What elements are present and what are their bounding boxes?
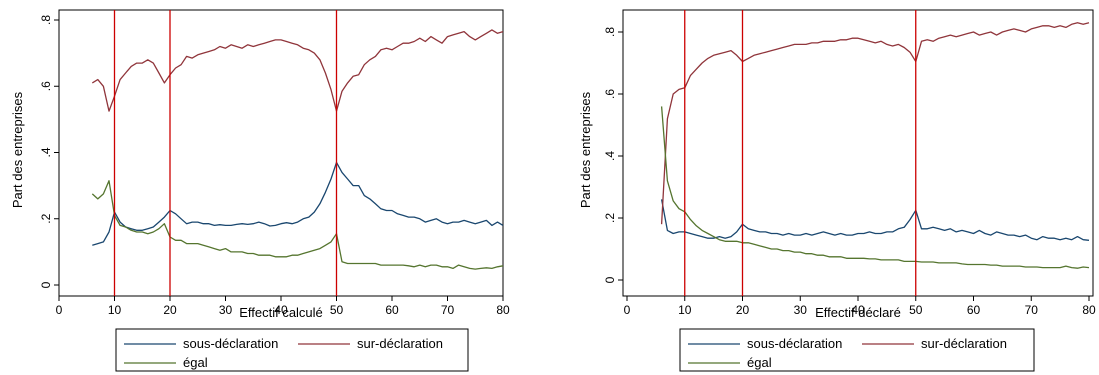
x-tick-label: 0: [56, 303, 63, 317]
x-tick-label: 40: [274, 303, 288, 317]
x-tick-label: 20: [736, 303, 750, 317]
x-tick-label: 80: [1082, 303, 1096, 317]
legend: sous-déclaration sur-déclaration égal: [679, 328, 1035, 372]
series-line-sur: [660, 22, 1090, 225]
y-tick-label: .2: [39, 213, 53, 223]
x-tick-label: 60: [385, 303, 399, 317]
x-tick-label: 40: [851, 303, 865, 317]
x-tick-label: 30: [219, 303, 233, 317]
chart-left: Effectif calculé Part des entreprises 0 1…: [10, 9, 510, 372]
x-tick-label: 80: [496, 303, 510, 317]
y-tick-label: .4: [603, 151, 617, 161]
x-tick-label: 10: [678, 303, 692, 317]
x-tick-label: 50: [909, 303, 923, 317]
x-axis-title: Effectif déclaré: [815, 305, 901, 320]
y-axis-title: Part des entreprises: [578, 91, 593, 208]
y-tick-label: 0: [39, 281, 53, 288]
chart-right: Effectif déclaré Part des entreprises 0 1…: [578, 9, 1096, 372]
x-tick-label: 70: [441, 303, 455, 317]
legend: sous-déclaration sur-déclaration égal: [115, 328, 469, 372]
x-tick-label: 20: [163, 303, 177, 317]
legend-label-sur: sur-déclaration: [357, 336, 443, 351]
series-line-sur: [91, 29, 504, 112]
series-line-sous: [92, 161, 504, 246]
series-line-egal: [91, 180, 504, 270]
series-line-egal: [660, 106, 1090, 269]
y-tick-label: .8: [39, 15, 53, 25]
x-tick-label: 70: [1025, 303, 1039, 317]
x-tick-label: 60: [967, 303, 981, 317]
x-tick-label: 10: [108, 303, 122, 317]
y-tick-label: .2: [603, 213, 617, 223]
y-axis-title: Part des entreprises: [10, 91, 25, 208]
x-tick-label: 50: [330, 303, 344, 317]
x-tick-label: 30: [794, 303, 808, 317]
x-axis-title: Effectif calculé: [239, 305, 323, 320]
legend-box: [679, 328, 1035, 372]
y-tick-label: .4: [39, 147, 53, 157]
legend-box: [115, 328, 469, 372]
legend-label-egal: égal: [747, 355, 772, 370]
y-tick-label: .8: [603, 27, 617, 37]
series-line-sous: [660, 199, 1090, 241]
x-tick-label: 0: [624, 303, 631, 317]
plot-area: [622, 9, 1094, 297]
y-tick-label: .6: [39, 81, 53, 91]
legend-label-sur: sur-déclaration: [921, 336, 1007, 351]
y-tick-label: 0: [603, 276, 617, 283]
legend-label-sous: sous-déclaration: [747, 336, 842, 351]
legend-label-egal: égal: [183, 355, 208, 370]
legend-label-sous: sous-déclaration: [183, 336, 278, 351]
plot-area: [58, 9, 504, 297]
y-tick-label: .6: [603, 89, 617, 99]
